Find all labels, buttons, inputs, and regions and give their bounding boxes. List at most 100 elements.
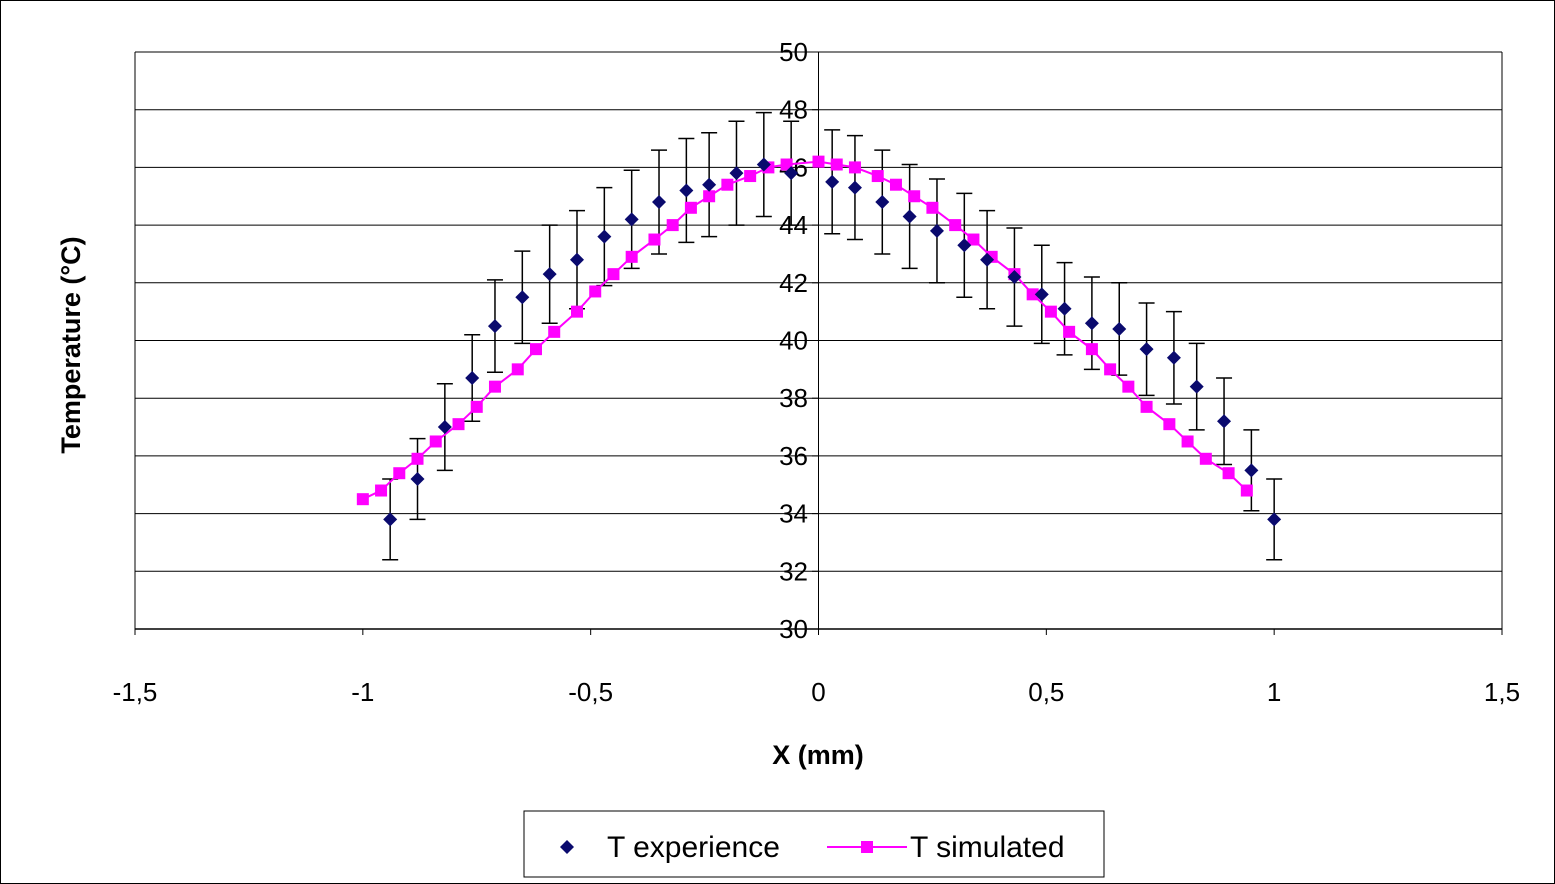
experience-point bbox=[542, 267, 557, 282]
experience-point bbox=[875, 195, 890, 210]
experience-point bbox=[652, 195, 667, 210]
legend-label-experience: T experience bbox=[607, 831, 780, 864]
y-tick-label: 30 bbox=[779, 614, 808, 644]
simulated-point bbox=[1085, 343, 1098, 356]
experience-point bbox=[902, 209, 917, 224]
legend-label-simulated: T simulated bbox=[910, 831, 1065, 864]
simulated-point bbox=[967, 233, 980, 246]
simulated-point bbox=[926, 201, 939, 214]
simulated-point bbox=[488, 380, 501, 393]
y-tick-label: 48 bbox=[779, 95, 808, 125]
simulated-point bbox=[607, 268, 620, 281]
x-tick-label: -1 bbox=[351, 677, 374, 707]
simulated-point bbox=[889, 178, 902, 191]
simulated-point bbox=[744, 170, 757, 183]
experience-point bbox=[410, 471, 425, 486]
simulated-point bbox=[1240, 484, 1253, 497]
simulated-point bbox=[452, 418, 465, 431]
legend-square bbox=[861, 841, 873, 853]
experience-point bbox=[729, 166, 744, 181]
x-axis-title: X (mm) bbox=[772, 740, 864, 770]
simulated-point bbox=[1181, 435, 1194, 448]
experience-point bbox=[679, 183, 694, 198]
legend-diamond bbox=[560, 840, 574, 854]
simulated-point bbox=[429, 435, 442, 448]
simulated-point bbox=[1140, 400, 1153, 413]
experience-point bbox=[624, 212, 639, 227]
experience-point bbox=[515, 290, 530, 305]
experience-point bbox=[1034, 287, 1049, 302]
experience-point bbox=[1112, 321, 1127, 336]
experience-point bbox=[437, 420, 452, 435]
simulated-point bbox=[666, 219, 679, 232]
simulated-line bbox=[362, 160, 1248, 501]
experience-point bbox=[957, 238, 972, 253]
experience-point bbox=[929, 223, 944, 238]
x-tick-label: 0 bbox=[811, 677, 825, 707]
simulated-point bbox=[684, 201, 697, 214]
legend-marker-simulated bbox=[861, 841, 873, 853]
y-tick-label: 34 bbox=[779, 499, 808, 529]
y-tick-label: 38 bbox=[779, 383, 808, 413]
experience-point bbox=[383, 512, 398, 527]
simulated-point bbox=[548, 325, 561, 338]
experience-point bbox=[756, 157, 771, 172]
simulated-point bbox=[411, 452, 424, 465]
simulated-point bbox=[648, 233, 661, 246]
y-tick-label: 32 bbox=[779, 556, 808, 586]
experience-point bbox=[1217, 414, 1232, 429]
simulated-point bbox=[703, 190, 716, 203]
simulated-point bbox=[1063, 325, 1076, 338]
simulated-point bbox=[356, 493, 369, 506]
experience-point bbox=[1244, 463, 1259, 478]
simulated-point bbox=[1044, 305, 1057, 318]
simulated-point bbox=[1199, 452, 1212, 465]
simulated-point bbox=[908, 190, 921, 203]
experience-point bbox=[1084, 316, 1099, 331]
simulated-point bbox=[1163, 418, 1176, 431]
experience-point bbox=[1139, 342, 1154, 357]
experience-point bbox=[980, 252, 995, 267]
experience-point bbox=[1057, 301, 1072, 316]
experience-point bbox=[465, 371, 480, 386]
x-tick-label: -0,5 bbox=[568, 677, 613, 707]
simulated-point bbox=[721, 178, 734, 191]
legend: T experience T simulated bbox=[523, 810, 1105, 878]
experience-point bbox=[784, 166, 799, 181]
legend-box bbox=[523, 810, 1105, 878]
experience-point bbox=[702, 177, 717, 192]
experience-point bbox=[847, 180, 862, 195]
experience-point bbox=[1166, 350, 1181, 365]
y-tick-label: 36 bbox=[779, 441, 808, 471]
simulated-point bbox=[570, 305, 583, 318]
y-tick-label: 42 bbox=[779, 268, 808, 298]
simulated-point bbox=[625, 250, 638, 263]
simulated-point bbox=[949, 219, 962, 232]
x-tick-label: -1,5 bbox=[113, 677, 158, 707]
simulated-point bbox=[393, 467, 406, 480]
axes bbox=[134, 51, 1503, 635]
series bbox=[356, 155, 1282, 527]
simulated-point bbox=[470, 400, 483, 413]
simulated-point bbox=[529, 343, 542, 356]
experience-point bbox=[1189, 379, 1204, 394]
experience-point bbox=[487, 319, 502, 334]
y-tick-label: 50 bbox=[779, 37, 808, 67]
simulated-point bbox=[848, 161, 861, 174]
y-axis-title: Temperature (°C) bbox=[56, 236, 86, 453]
simulated-point bbox=[1026, 288, 1039, 301]
simulated-point bbox=[1222, 467, 1235, 480]
experience-point bbox=[1007, 270, 1022, 285]
legend-marker-experience bbox=[560, 840, 574, 854]
experience-point bbox=[1267, 512, 1282, 527]
simulated-point bbox=[1122, 380, 1135, 393]
x-tick-label: 1,5 bbox=[1484, 677, 1520, 707]
simulated-point bbox=[812, 155, 825, 168]
simulated-point bbox=[830, 158, 843, 171]
experience-point bbox=[569, 252, 584, 267]
simulated-point bbox=[589, 285, 602, 298]
simulated-point bbox=[511, 363, 524, 376]
